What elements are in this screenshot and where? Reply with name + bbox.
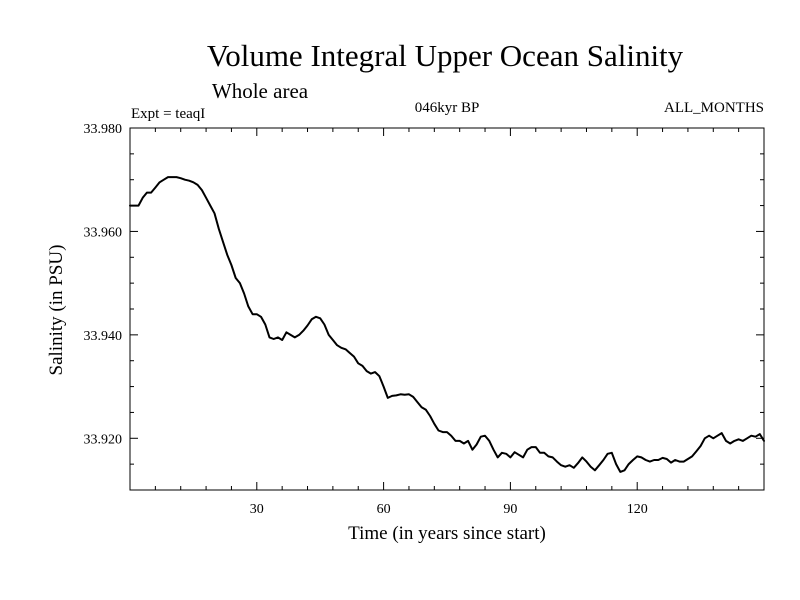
months-label: ALL_MONTHS [664, 100, 764, 116]
y-tick-label: 33.960 [84, 225, 123, 240]
axis-tick-labels: 30 60 90 120 33.920 33.940 33.960 33.980 [84, 122, 648, 517]
x-tick-label: 120 [627, 502, 648, 517]
period-label: 046kyr BP [415, 100, 480, 116]
x-tick-label: 60 [377, 502, 391, 517]
x-axis-label: Time (in years since start) [348, 523, 546, 544]
axis-ticks [130, 128, 764, 490]
y-axis-label: Salinity (in PSU) [46, 245, 67, 376]
y-tick-label: 33.980 [84, 122, 123, 137]
salinity-series-line [129, 176, 765, 473]
chart-subtitle: Whole area [212, 79, 309, 103]
plot-frame [129, 127, 765, 491]
y-tick-label: 33.940 [84, 329, 123, 344]
experiment-label: Expt = teaqI [131, 106, 205, 122]
x-tick-label: 90 [503, 502, 517, 517]
x-tick-label: 30 [250, 502, 264, 517]
y-tick-label: 33.920 [84, 432, 123, 447]
chart-title: Volume Integral Upper Ocean Salinity [207, 38, 684, 73]
